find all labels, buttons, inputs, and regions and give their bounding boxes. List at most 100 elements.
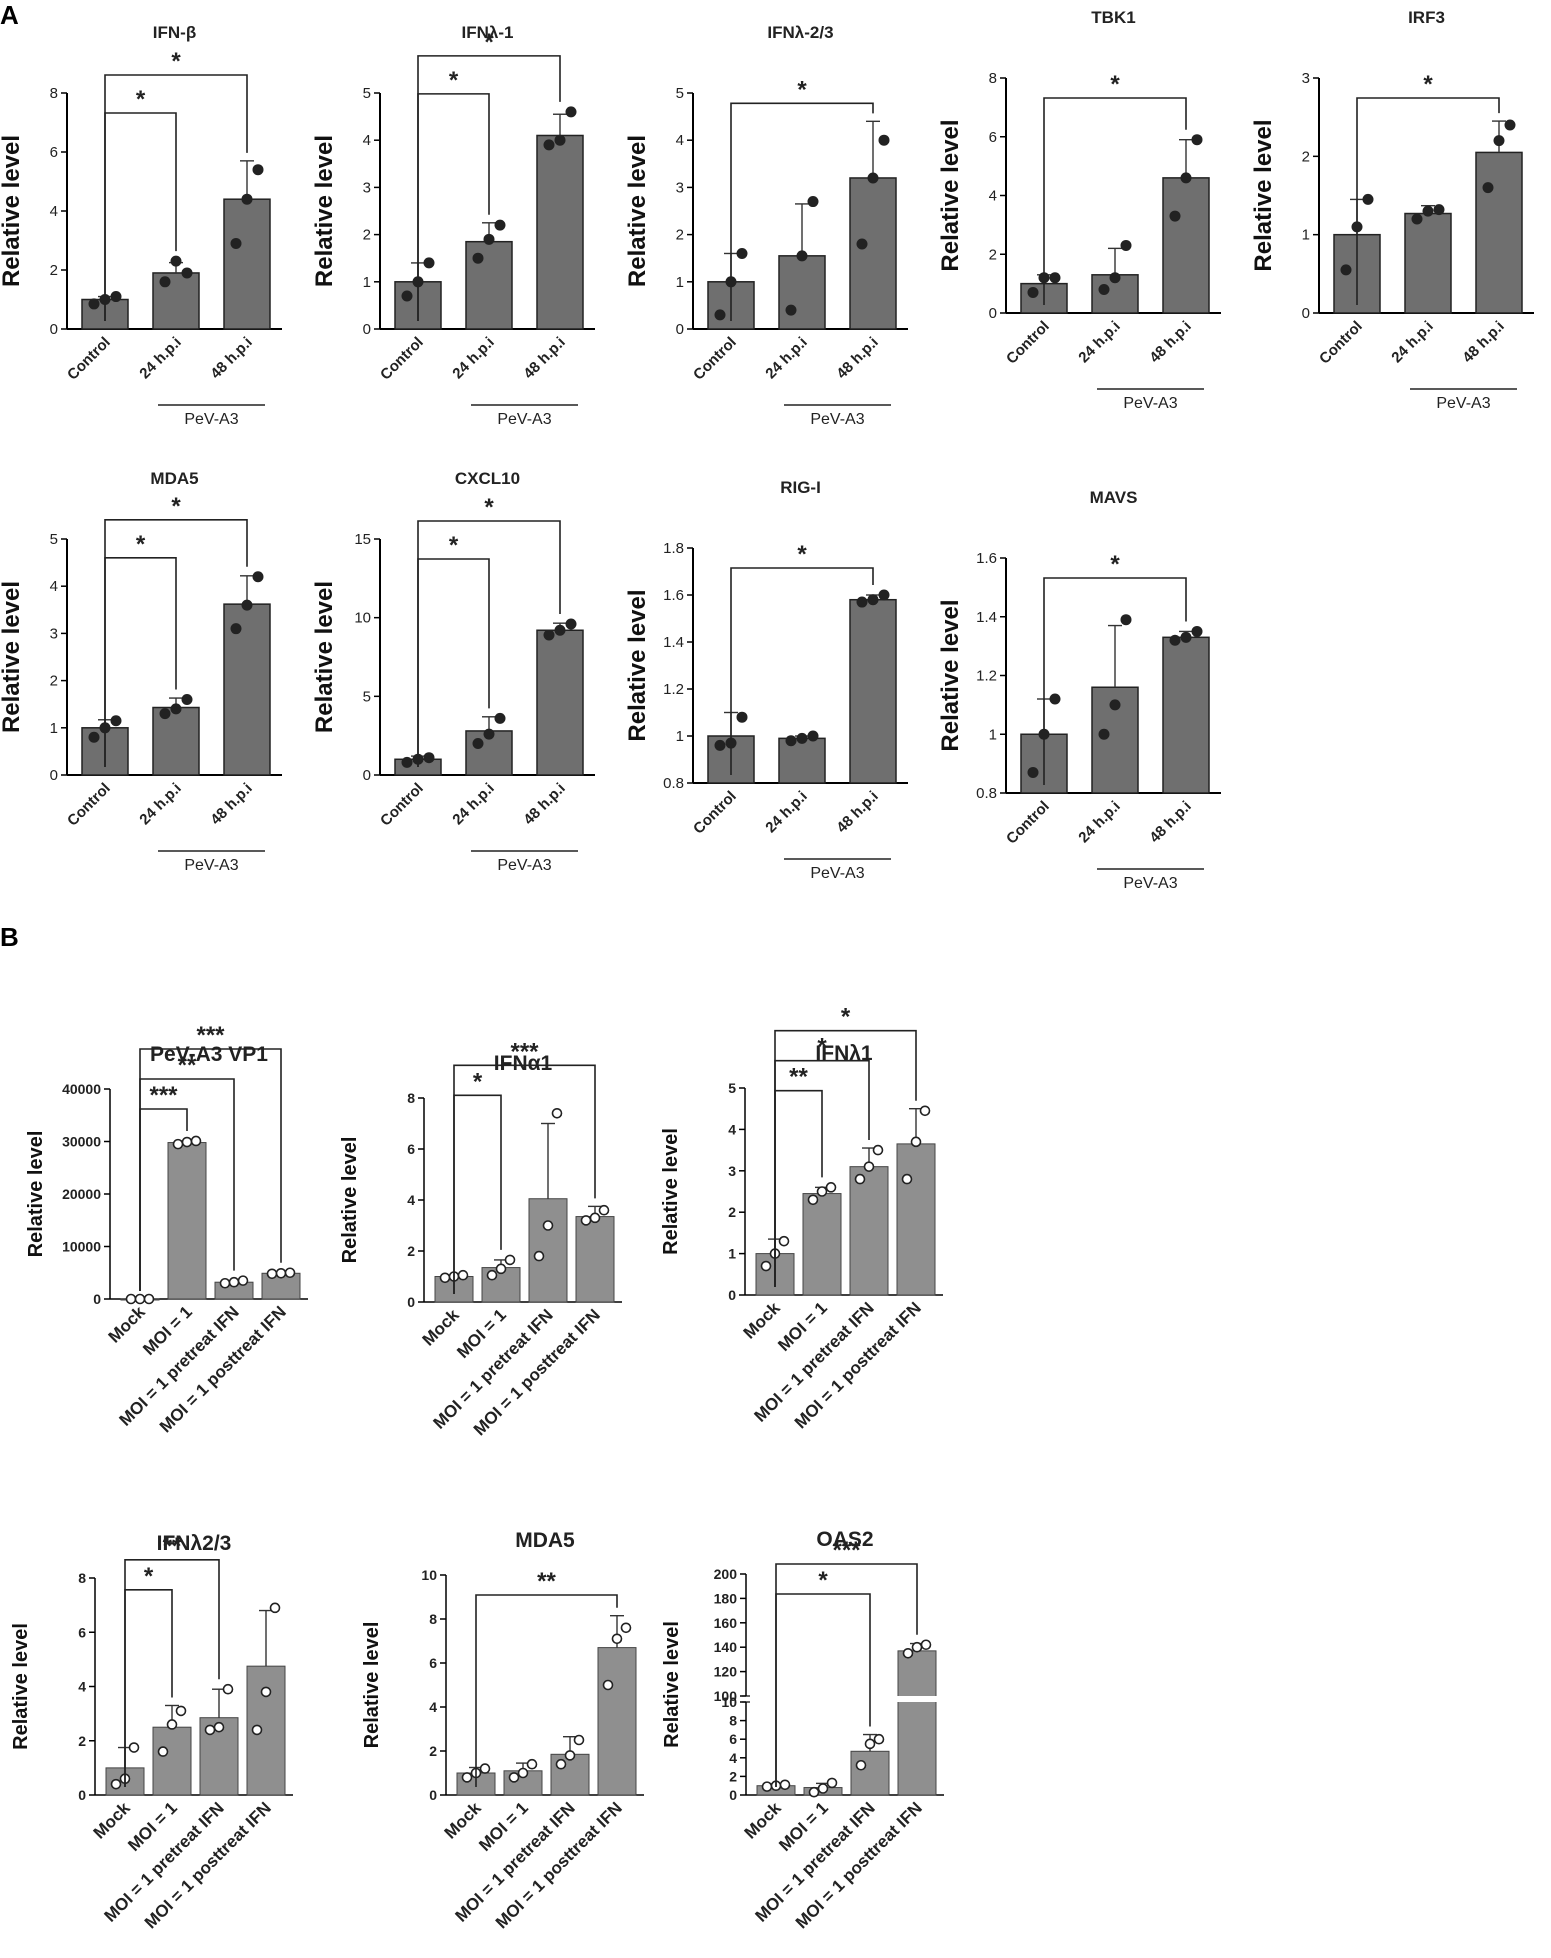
y-tick-label: 180 <box>714 1590 738 1606</box>
data-point <box>230 623 242 635</box>
data-point <box>542 1220 554 1231</box>
data-point <box>796 250 808 262</box>
y-axis-label: Relative level <box>624 135 651 287</box>
data-point <box>543 629 555 641</box>
data-point <box>826 1777 838 1789</box>
x-tick-label: Control <box>690 334 740 384</box>
y-axis-label: Relative level <box>311 135 338 287</box>
bar <box>896 1143 936 1296</box>
data-point <box>472 252 484 264</box>
significance-label: * <box>449 67 459 94</box>
data-point <box>551 1108 563 1119</box>
significance-bracket <box>453 1064 596 1294</box>
chart-title: IFN-β <box>153 23 196 42</box>
y-tick-label: 2 <box>1302 148 1310 165</box>
y-tick-label: 5 <box>363 688 371 705</box>
x-tick-label: Control <box>1316 318 1366 368</box>
x-tick-label: Mock <box>90 1798 135 1843</box>
chart-ifnl23: IFNλ-2/3 Relative level 0 1 2 3 4 5 Control 24 h.… <box>624 23 908 428</box>
data-point <box>170 703 182 715</box>
y-tick-label: 200 <box>714 1566 738 1582</box>
significance-bracket <box>453 1094 502 1294</box>
data-point <box>1098 284 1110 295</box>
data-point <box>526 1758 538 1770</box>
data-point <box>778 1235 790 1247</box>
significance-label: * <box>484 494 494 521</box>
group-label: PeV-A3 <box>184 411 238 428</box>
bar <box>152 1726 192 1796</box>
chart-title: IFNλ-1 <box>462 23 514 42</box>
chart-irf3: IRF3 Relative level 0 1 2 3 Control 24 h.p.i 48 … <box>1250 8 1534 412</box>
data-point <box>494 219 506 231</box>
y-tick-label: 0 <box>407 1294 415 1310</box>
significance-label: * <box>473 1068 483 1095</box>
data-point <box>919 1105 931 1117</box>
chart-title: MDA5 <box>515 1529 575 1552</box>
y-tick-label: 0.8 <box>663 775 684 792</box>
data-point <box>252 571 264 583</box>
data-point <box>508 1772 520 1783</box>
y-tick-label: 0 <box>93 1291 101 1307</box>
data-point <box>864 1738 876 1750</box>
y-tick-label: 2 <box>728 1204 736 1220</box>
y-tick-label: 40000 <box>62 1081 101 1097</box>
significance-label: *** <box>832 1537 861 1564</box>
data-point <box>856 596 868 608</box>
y-tick-label: 0 <box>50 767 58 784</box>
y-tick-label: 8 <box>729 1713 737 1729</box>
data-point <box>796 732 808 744</box>
chart-title: CXCL10 <box>455 469 520 488</box>
data-point <box>1191 625 1203 637</box>
y-axis-label: Relative level <box>0 581 25 733</box>
significance-bracket <box>139 1048 282 1291</box>
data-point <box>554 134 566 146</box>
data-point <box>807 1194 819 1206</box>
x-tick-label: 48 h.p.i <box>520 334 569 383</box>
data-point <box>275 1267 287 1279</box>
group-label: PeV-A3 <box>1123 395 1177 412</box>
data-point <box>260 1686 272 1698</box>
data-point <box>251 1724 263 1736</box>
significance-label: *** <box>510 1038 539 1065</box>
data-point <box>901 1173 913 1185</box>
data-point <box>902 1648 914 1659</box>
data-point <box>190 1135 202 1147</box>
y-tick-label: 3 <box>728 1163 736 1179</box>
data-point <box>494 712 506 724</box>
y-axis-label: Relative level <box>660 1128 682 1255</box>
data-point <box>1504 119 1516 131</box>
y-tick-label: 8 <box>50 85 58 102</box>
data-point <box>1191 134 1203 146</box>
y-tick-label: 1 <box>363 274 371 291</box>
data-point <box>483 728 495 740</box>
data-point <box>1180 172 1192 184</box>
data-point <box>856 238 868 250</box>
y-tick-label: 30000 <box>62 1134 101 1150</box>
y-tick-label: 10 <box>354 610 371 627</box>
data-point <box>1049 272 1061 284</box>
data-point <box>736 711 748 723</box>
data-point <box>157 1746 169 1757</box>
x-tick-label: Control <box>377 780 427 830</box>
y-tick-label: 2 <box>989 246 997 263</box>
y-axis-label: Relative level <box>25 1131 47 1258</box>
bar <box>1475 151 1523 314</box>
data-point <box>785 735 797 747</box>
data-point <box>565 106 577 118</box>
y-tick-label: 20000 <box>62 1186 101 1202</box>
data-point <box>439 1272 451 1284</box>
bar <box>465 240 513 330</box>
data-point <box>110 715 122 727</box>
data-point <box>241 193 253 205</box>
x-tick-label: Mock <box>441 1798 486 1843</box>
data-point <box>88 298 100 310</box>
data-point <box>1340 264 1352 276</box>
data-point <box>159 276 171 288</box>
y-tick-label: 140 <box>714 1639 738 1655</box>
data-point <box>110 291 122 303</box>
y-tick-label: 4 <box>729 1750 737 1766</box>
data-point <box>483 233 495 245</box>
y-tick-label: 1 <box>50 720 58 737</box>
y-tick-label: 4 <box>989 188 997 205</box>
